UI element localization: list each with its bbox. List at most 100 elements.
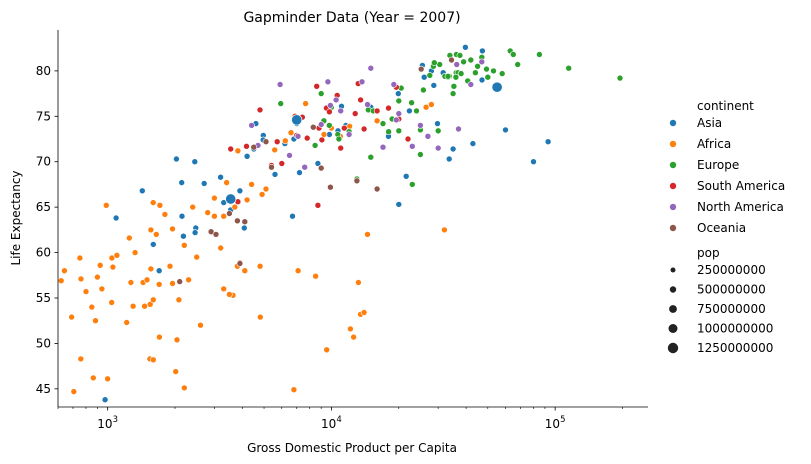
data-point-asia (243, 153, 251, 160)
data-point-europe (317, 90, 325, 97)
data-point-africa (169, 280, 176, 287)
data-point-north-america (392, 116, 400, 124)
data-point-europe (509, 51, 517, 58)
data-point-africa (150, 296, 157, 304)
data-point-north-america (332, 96, 340, 104)
data-point-asia (445, 155, 453, 163)
data-point-europe (277, 100, 285, 107)
legend-marker (669, 140, 677, 148)
legend-size-label: 500000000 (697, 283, 766, 297)
data-point-europe (483, 65, 490, 73)
legend-label: Asia (697, 116, 722, 130)
data-point-africa (113, 252, 121, 259)
y-tick-group: 45 50 55 60 65 70 75 80 (36, 64, 58, 396)
data-point-north-america (345, 131, 353, 138)
data-point-africa (204, 209, 211, 216)
data-point-oceania (241, 218, 249, 225)
data-point-north-america (367, 64, 375, 72)
data-point-asia (530, 158, 537, 165)
legend-size-marker (667, 342, 679, 354)
data-point-oceania (309, 123, 317, 131)
data-point-europe (467, 56, 475, 64)
data-point-north-america (248, 122, 255, 129)
data-point-south-america (373, 107, 381, 115)
data-point-africa (143, 276, 151, 284)
data-point-south-america (326, 108, 333, 116)
x-tick-label: 104 (321, 415, 342, 431)
legend-marker (669, 182, 677, 190)
data-point-asia (478, 76, 486, 84)
data-point-europe (434, 127, 442, 135)
data-point-south-america (243, 143, 250, 150)
data-point-asia (173, 155, 180, 163)
data-point-africa (123, 319, 130, 326)
data-point-africa (294, 267, 302, 275)
data-point-south-america (278, 160, 286, 167)
data-point-africa (175, 296, 183, 304)
data-point-africa (169, 225, 176, 233)
data-point-africa (302, 100, 309, 107)
y-tick-label: 45 (36, 382, 51, 396)
data-point-south-america (313, 83, 321, 90)
data-point-europe (408, 181, 416, 188)
data-point-asia (394, 90, 402, 97)
data-point-africa (185, 276, 192, 284)
data-point-africa (355, 279, 362, 286)
data-point-asia (406, 107, 413, 115)
legend-size-items: 250000000 500000000 750000000 1000000000 125… (667, 263, 773, 355)
legend-size-label: 250000000 (697, 263, 766, 277)
data-point-africa (234, 147, 242, 155)
data-point-africa (90, 374, 97, 382)
data-point-europe (498, 70, 506, 77)
data-point-north-america (324, 78, 332, 86)
data-point-large (291, 114, 303, 126)
data-point-asia (296, 169, 303, 176)
data-point-africa (108, 254, 116, 262)
data-point-asia (314, 160, 322, 167)
legend-size-marker (668, 324, 678, 333)
legend-size-label: 1250000000 (697, 341, 773, 355)
data-point-asia (200, 180, 208, 187)
data-point-europe (413, 107, 420, 115)
data-point-asia (178, 212, 186, 220)
data-point-europe (565, 64, 573, 72)
data-point-asia (112, 214, 120, 222)
data-point-europe (514, 61, 522, 68)
data-point-large (225, 193, 237, 205)
data-point-asia (434, 120, 441, 127)
data-point-south-america (256, 106, 264, 114)
data-point-asia (479, 47, 486, 55)
data-point-africa (155, 281, 163, 288)
data-point-europe (325, 122, 333, 129)
data-point-africa (312, 272, 319, 280)
data-point-europe (472, 69, 479, 76)
data-point-africa (173, 336, 181, 344)
data-point-europe (449, 90, 457, 97)
legend-label: Oceania (697, 221, 746, 235)
data-point-africa (181, 384, 188, 392)
data-point-asia (236, 187, 244, 195)
data-point-asia (430, 82, 438, 89)
data-point-north-america (453, 61, 461, 68)
data-point-europe (395, 97, 403, 105)
data-point-asia (462, 43, 469, 51)
data-point-asia (544, 138, 552, 145)
data-point-africa (290, 386, 298, 394)
data-point-north-america (358, 78, 366, 86)
points-layer (57, 43, 624, 404)
data-point-europe (311, 142, 319, 149)
data-point-asia (469, 140, 477, 147)
data-point-africa (94, 273, 101, 281)
data-point-oceania (373, 185, 381, 193)
data-point-asia (395, 201, 403, 208)
data-point-africa (422, 103, 430, 111)
data-point-north-america (327, 102, 334, 109)
x-tick-label: 105 (545, 415, 566, 431)
data-point-africa (258, 191, 266, 198)
legend-hue-items: Asia Africa Europe South America North Ameri… (669, 116, 785, 235)
data-point-oceania (353, 177, 361, 185)
data-point-europe (430, 59, 438, 67)
legend-size-title: pop (697, 246, 720, 260)
data-point-oceania (250, 143, 258, 151)
